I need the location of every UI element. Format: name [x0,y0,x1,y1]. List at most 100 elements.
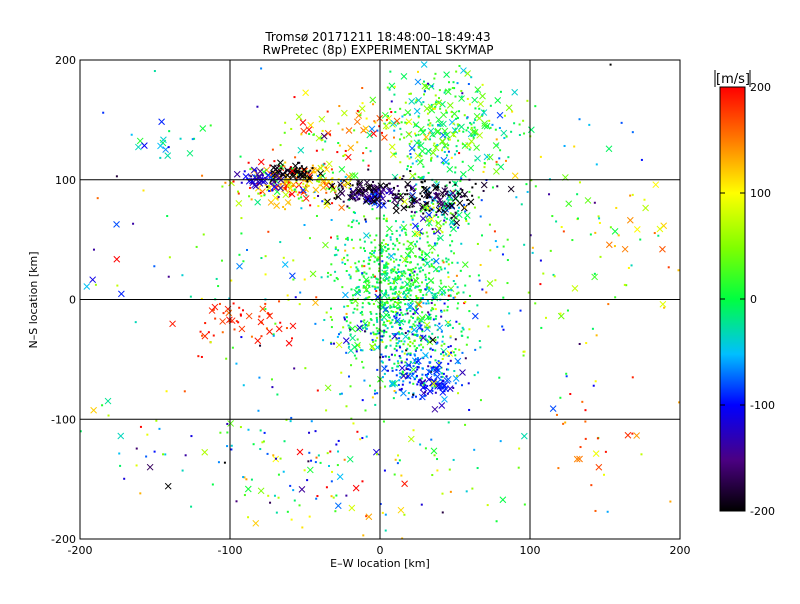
data-point-dot [449,335,452,338]
data-point-dot [369,252,372,255]
data-point-dot [407,255,410,258]
data-point-cross [449,131,457,138]
data-point-dot [433,303,436,306]
data-point-dot [275,457,278,460]
data-point-dot [406,289,409,292]
data-point-dot [317,174,320,177]
data-point-dot [350,238,353,241]
data-point-cross [285,339,293,347]
data-point-cross [438,402,446,409]
data-point-dot [384,292,387,295]
data-point-dot [334,510,337,513]
data-point-dot [334,247,337,250]
data-point-dot [420,195,423,198]
data-point-dot [434,338,437,341]
data-point-dot [311,164,314,167]
data-point-dot [168,256,171,259]
data-point-dot [394,276,397,279]
data-point-cross [437,120,444,128]
data-point-cross [361,320,369,328]
data-point-dot [391,367,394,370]
data-point-dot [378,379,381,382]
data-point-cross [390,119,398,127]
data-point-dot [376,336,379,339]
data-point-cross [444,375,452,383]
data-point-dot [376,392,379,395]
data-point-dot [405,358,408,361]
data-point-dot [385,250,388,253]
data-point-dot [345,312,348,315]
data-point-dot [395,349,398,352]
data-point-dot [396,239,399,242]
colorbar-tick-label: -200 [750,505,775,518]
data-point-dot [439,107,442,110]
data-point-dot [356,308,359,311]
data-point-dot [331,187,334,190]
data-point-cross [348,504,356,512]
data-point-dot [276,393,279,396]
data-point-dot [232,302,235,305]
data-point-dot [584,437,587,440]
data-point-dot [284,161,287,164]
data-point-dot [441,372,444,375]
data-point-dot [429,316,432,319]
data-point-cross [392,207,400,215]
data-point-dot [441,195,444,198]
data-point-dot [389,339,392,342]
data-point-dot [355,266,358,269]
data-point-dot [410,215,413,218]
data-point-dot [456,307,459,310]
data-point-dot [356,141,359,144]
data-point-dot [396,204,399,207]
data-point-cross [356,179,364,187]
data-point-cross [113,221,120,228]
data-point-dot [589,233,592,236]
data-point-dot [397,332,400,335]
data-point-dot [277,196,280,199]
data-point-dot [678,401,681,404]
data-point-dot [386,266,389,269]
data-point-dot [358,288,361,291]
data-point-dot [386,256,389,259]
data-point-dot [393,129,396,132]
data-point-dot [447,299,450,302]
data-point-dot [249,168,252,171]
data-point-cross [338,204,345,211]
data-point-dot [438,382,441,385]
data-point-dot [599,255,602,258]
data-point-dot [181,274,184,277]
data-point-dot [424,288,427,291]
data-point-dot [307,176,310,179]
data-point-dot [345,405,348,408]
data-point-dot [463,203,466,206]
data-point-dot [454,382,457,385]
data-point-dot [401,281,404,284]
data-point-cross [135,143,142,151]
data-point-dot [368,197,371,200]
data-point-dot [504,159,507,162]
data-point-dot [362,366,365,369]
data-point-dot [433,142,436,145]
data-point-dot [365,286,368,289]
data-point-dot [277,496,280,499]
data-point-dot [430,302,433,305]
data-point-dot [427,286,430,289]
data-point-dot [433,214,436,217]
data-point-dot [518,123,521,126]
data-point-cross [397,195,405,203]
data-point-dot [522,119,525,122]
data-point-cross [557,312,565,320]
data-point-dot [225,357,228,360]
data-point-cross [605,145,613,153]
data-point-dot [420,256,423,259]
data-point-dot [559,312,562,315]
data-point-dot [367,301,370,304]
data-point-dot [594,231,597,234]
data-point-dot [345,270,348,273]
data-point-dot [358,193,361,196]
data-point-dot [284,208,287,211]
data-point-dot [416,365,419,368]
data-point-dot [434,385,437,388]
data-point-dot [430,103,433,106]
data-point-dot [336,464,339,467]
